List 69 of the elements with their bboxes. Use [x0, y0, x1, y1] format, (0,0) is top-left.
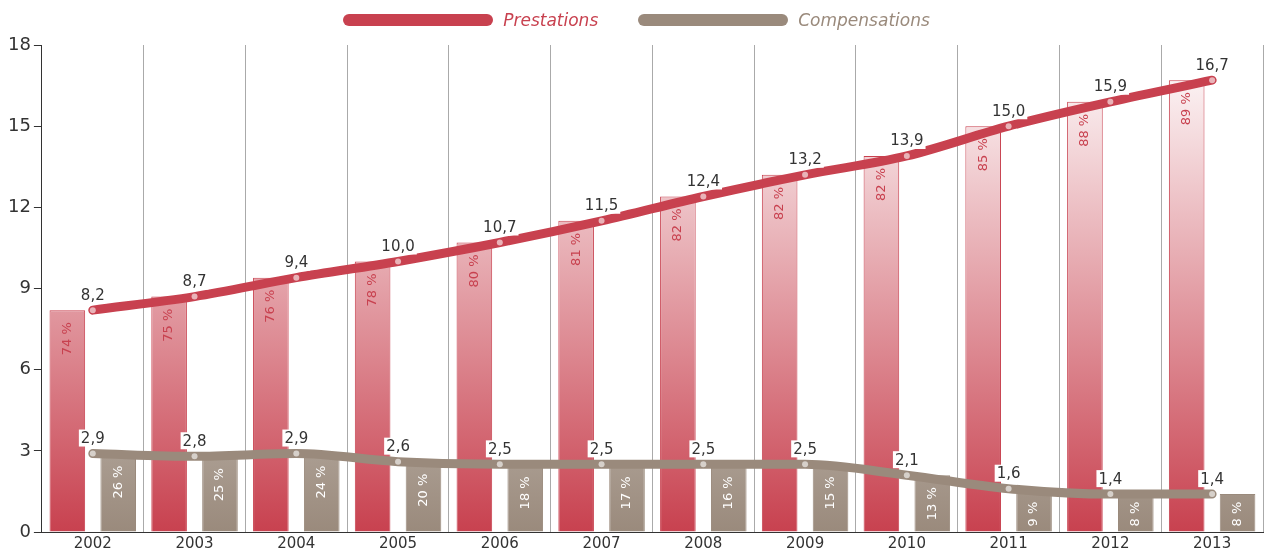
y-tick-label: 0 — [19, 519, 31, 541]
annotation: 82 % — [771, 186, 787, 220]
annotation: 76 % — [262, 289, 278, 323]
y-tick-label: 12 — [8, 195, 31, 217]
annotation: 82 % — [669, 208, 685, 242]
annotation: 16 % — [720, 476, 736, 510]
data-label: 1,6 — [996, 464, 1021, 483]
text: Compensations — [798, 10, 930, 30]
data-label: 2,1 — [894, 450, 919, 469]
annotation: 81 % — [567, 232, 583, 266]
x-tick-label: 2011 — [989, 533, 1028, 552]
data-label: 8,7 — [182, 272, 207, 291]
x-tick-label: 2006 — [480, 533, 519, 552]
x-tick-label: 2012 — [1091, 533, 1130, 552]
data-label: 1,4 — [1200, 469, 1225, 488]
data-label: 2,9 — [80, 428, 105, 447]
annotation: 78 % — [363, 273, 379, 307]
annotation: 80 % — [465, 254, 481, 288]
x-tick-label: 2013 — [1193, 533, 1232, 552]
data-label: 15,0 — [991, 101, 1026, 120]
annotation: 15 % — [821, 476, 837, 510]
x-tick-label: 2009 — [786, 533, 825, 552]
y-tick-label: 18 — [8, 32, 31, 54]
data-label: 2,9 — [284, 428, 309, 447]
data-label: 8,2 — [80, 285, 105, 304]
data-label: 2,5 — [793, 439, 818, 458]
annotation: 82 % — [872, 167, 888, 201]
y-tick-label: 6 — [19, 357, 31, 379]
annotation: 18 % — [516, 476, 532, 510]
data-label: 10,0 — [381, 236, 415, 255]
data-label: 2,6 — [386, 437, 410, 456]
data-label: 2,5 — [691, 439, 716, 458]
x-tick-label: 2002 — [73, 533, 112, 552]
x-tick-label: 2005 — [378, 533, 418, 552]
x-tick-label: 2004 — [277, 533, 316, 552]
data-label: 16,7 — [1195, 55, 1229, 74]
annotation: 8 % — [1127, 501, 1143, 527]
data-label: 2,5 — [487, 439, 512, 458]
annotation: 9 % — [1025, 501, 1041, 527]
annotation: 89 % — [1178, 92, 1194, 126]
annotation: 24 % — [313, 465, 329, 499]
data-label: 15,9 — [1093, 77, 1128, 96]
annotation: 13 % — [923, 487, 939, 521]
data-label: 2,8 — [182, 431, 207, 450]
annotation: 25 % — [211, 468, 227, 502]
annotation: 75 % — [160, 308, 176, 342]
data-label: 10,7 — [483, 217, 517, 236]
annotation: 74 % — [58, 322, 74, 356]
annotation: 8 % — [1228, 501, 1244, 527]
data-label: 11,5 — [584, 196, 619, 215]
y-tick-label: 9 — [19, 276, 31, 298]
x-tick-label: 2008 — [684, 533, 723, 552]
data-label: 13,9 — [890, 131, 924, 150]
annotation: 20 % — [414, 473, 430, 507]
y-tick-label: 15 — [8, 113, 31, 135]
data-label: 2,5 — [589, 439, 614, 458]
annotation: 88 % — [1076, 113, 1092, 147]
annotation: 26 % — [109, 465, 125, 499]
x-tick-label: 2003 — [175, 533, 214, 552]
data-label: 1,4 — [1098, 469, 1123, 488]
y-tick-label: 3 — [19, 438, 31, 460]
text: Prestations — [503, 10, 599, 30]
x-tick-label: 2007 — [582, 533, 621, 552]
data-label: 9,4 — [284, 253, 309, 272]
x-tick-label: 2010 — [887, 533, 926, 552]
annotation: 17 % — [618, 476, 634, 510]
data-label: 13,2 — [788, 150, 822, 169]
data-label: 12,4 — [686, 171, 721, 190]
annotation: 85 % — [974, 138, 990, 172]
